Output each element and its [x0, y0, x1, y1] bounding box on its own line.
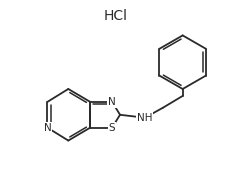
Text: S: S	[109, 123, 115, 133]
Text: HCl: HCl	[104, 9, 128, 23]
Text: N: N	[108, 97, 116, 107]
Text: N: N	[44, 123, 51, 133]
Text: NH: NH	[137, 113, 153, 123]
